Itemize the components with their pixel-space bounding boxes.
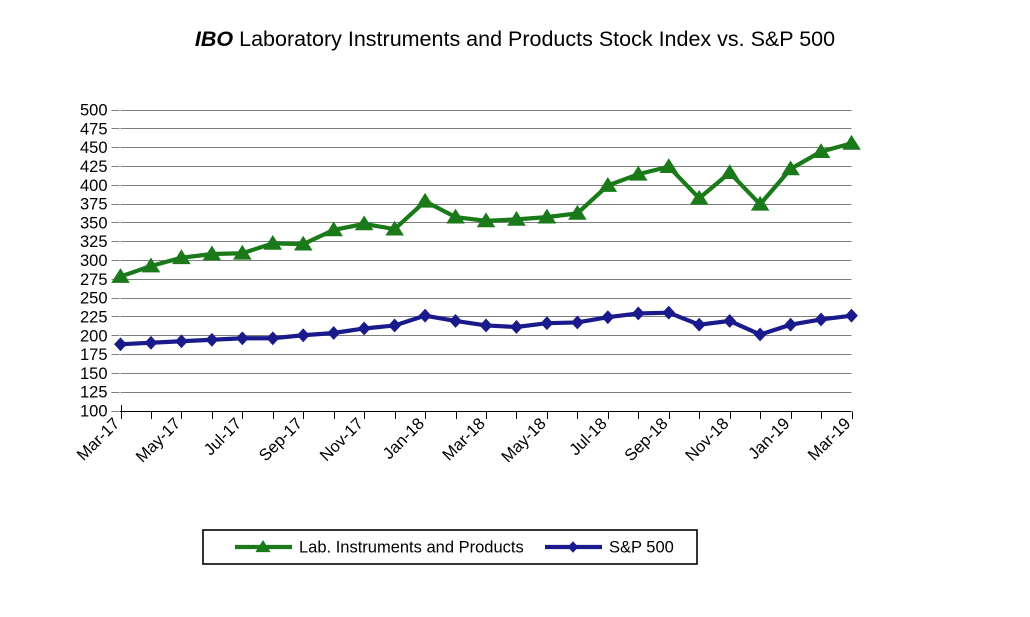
- data-point-marker: [568, 204, 587, 220]
- data-point-marker: [689, 189, 709, 205]
- data-series: [111, 134, 861, 352]
- data-point-marker: [175, 334, 188, 349]
- y-axis-tick-label: 400: [80, 177, 108, 195]
- data-point-marker: [601, 310, 615, 325]
- data-point-marker: [570, 315, 584, 330]
- chart-title-brand: IBO: [194, 27, 234, 51]
- data-point-marker: [720, 164, 739, 180]
- data-point-marker: [540, 316, 554, 331]
- data-point-marker: [296, 328, 310, 343]
- data-point-marker: [659, 158, 679, 174]
- data-point-marker: [418, 308, 432, 323]
- data-point-marker: [266, 331, 280, 346]
- data-point-marker: [263, 235, 283, 250]
- data-point-marker: [327, 326, 341, 340]
- data-point-marker: [354, 215, 374, 231]
- y-axis-tick-label: 100: [80, 403, 108, 421]
- y-axis-tick-label: 300: [80, 252, 108, 270]
- x-axis-tick-label: Jul-18: [566, 415, 611, 460]
- data-point-marker: [662, 305, 676, 320]
- data-point-marker: [842, 134, 861, 150]
- y-axis-tick-label: 350: [80, 214, 108, 232]
- data-point-marker: [172, 249, 191, 265]
- data-point-marker: [753, 327, 767, 342]
- data-point-marker: [631, 306, 645, 321]
- data-point-marker: [114, 337, 127, 352]
- chart-title: IBO Laboratory Instruments and Products …: [115, 24, 915, 55]
- data-point-marker: [235, 331, 249, 346]
- x-axis-tick-label: Sep-17: [256, 415, 306, 465]
- data-point-marker: [141, 257, 161, 273]
- data-point-marker: [845, 308, 858, 323]
- data-point-marker: [811, 143, 831, 158]
- x-axis-tick-label: May-18: [498, 415, 550, 467]
- y-axis-tick-label: 275: [80, 271, 108, 289]
- x-axis-tick-label: Jul-17: [201, 415, 246, 460]
- y-axis-tick-labels: 5004754504254003753503253002752502252001…: [80, 102, 120, 421]
- x-axis-tick-label: Jan-18: [380, 415, 428, 463]
- y-axis-tick-label: 175: [80, 346, 108, 364]
- x-axis-tick-label: Nov-17: [317, 415, 367, 465]
- y-axis-tick-label: 500: [80, 102, 108, 120]
- data-point-marker: [750, 195, 770, 211]
- data-point-marker: [324, 221, 344, 237]
- data-point-marker: [476, 212, 496, 228]
- data-point-marker: [537, 208, 557, 224]
- data-point-marker: [723, 314, 737, 328]
- data-point-marker: [415, 192, 435, 208]
- data-point-marker: [385, 220, 404, 236]
- x-axis-tick-label: May-17: [133, 415, 185, 467]
- data-point-marker: [510, 320, 523, 334]
- gridlines: [120, 110, 852, 413]
- data-point-marker: [111, 268, 130, 283]
- legend-marker: [255, 540, 271, 553]
- data-point-marker: [784, 317, 797, 332]
- data-point-marker: [293, 235, 313, 251]
- data-point-marker: [598, 177, 618, 192]
- data-point-marker: [202, 245, 222, 261]
- legend-label: Lab. Instruments and Products: [299, 538, 524, 556]
- data-point-marker: [388, 318, 402, 333]
- x-axis-tickmarks: [120, 411, 854, 419]
- data-point-marker: [449, 314, 462, 328]
- x-axis-tick-label: Mar-18: [439, 415, 489, 465]
- y-axis-tick-label: 250: [80, 290, 108, 308]
- y-axis-tick-label: 325: [80, 233, 108, 251]
- y-axis-tick-label: 200: [80, 327, 108, 345]
- data-point-marker: [814, 312, 828, 327]
- legend-label: S&P 500: [609, 538, 674, 556]
- x-axis-tick-label: Mar-19: [805, 415, 855, 465]
- axes: [120, 405, 852, 413]
- y-axis-tick-label: 225: [80, 308, 108, 326]
- series-sp500: [114, 305, 858, 352]
- x-axis-tick-label: Mar-17: [74, 415, 124, 465]
- data-point-marker: [144, 335, 158, 350]
- series-lab-instruments: [111, 134, 861, 283]
- legend-marker: [567, 541, 579, 553]
- data-point-marker: [357, 321, 371, 336]
- data-point-marker: [692, 317, 706, 332]
- y-axis-tick-label: 475: [80, 120, 108, 138]
- data-point-marker: [479, 318, 493, 333]
- data-point-marker: [446, 208, 465, 224]
- data-point-marker: [507, 210, 526, 226]
- y-axis-tick-label: 450: [80, 139, 108, 157]
- data-point-marker: [205, 332, 219, 347]
- data-point-marker: [781, 160, 800, 176]
- data-point-marker: [233, 244, 252, 260]
- series-line: [119, 141, 853, 279]
- x-axis-tick-label: Nov-18: [682, 415, 732, 465]
- y-axis-tick-label: 375: [80, 196, 108, 214]
- x-axis-tick-labels: Mar-17 May-17 Jul-17 Sep-17 Nov-17 Jan-18 Mar-…: [74, 415, 855, 467]
- chart-legend: Lab. Instruments and Products S&P 500: [202, 529, 698, 565]
- chart-title-rest: Laboratory Instruments and Products Stoc…: [233, 27, 836, 51]
- y-axis-tick-label: 125: [80, 384, 108, 402]
- y-axis-tick-label: 425: [80, 158, 108, 176]
- y-axis-tick-label: 150: [80, 365, 108, 383]
- x-axis-tick-label: Jan-19: [745, 415, 793, 463]
- data-point-marker: [628, 165, 648, 181]
- x-axis-tick-label: Sep-18: [621, 415, 671, 465]
